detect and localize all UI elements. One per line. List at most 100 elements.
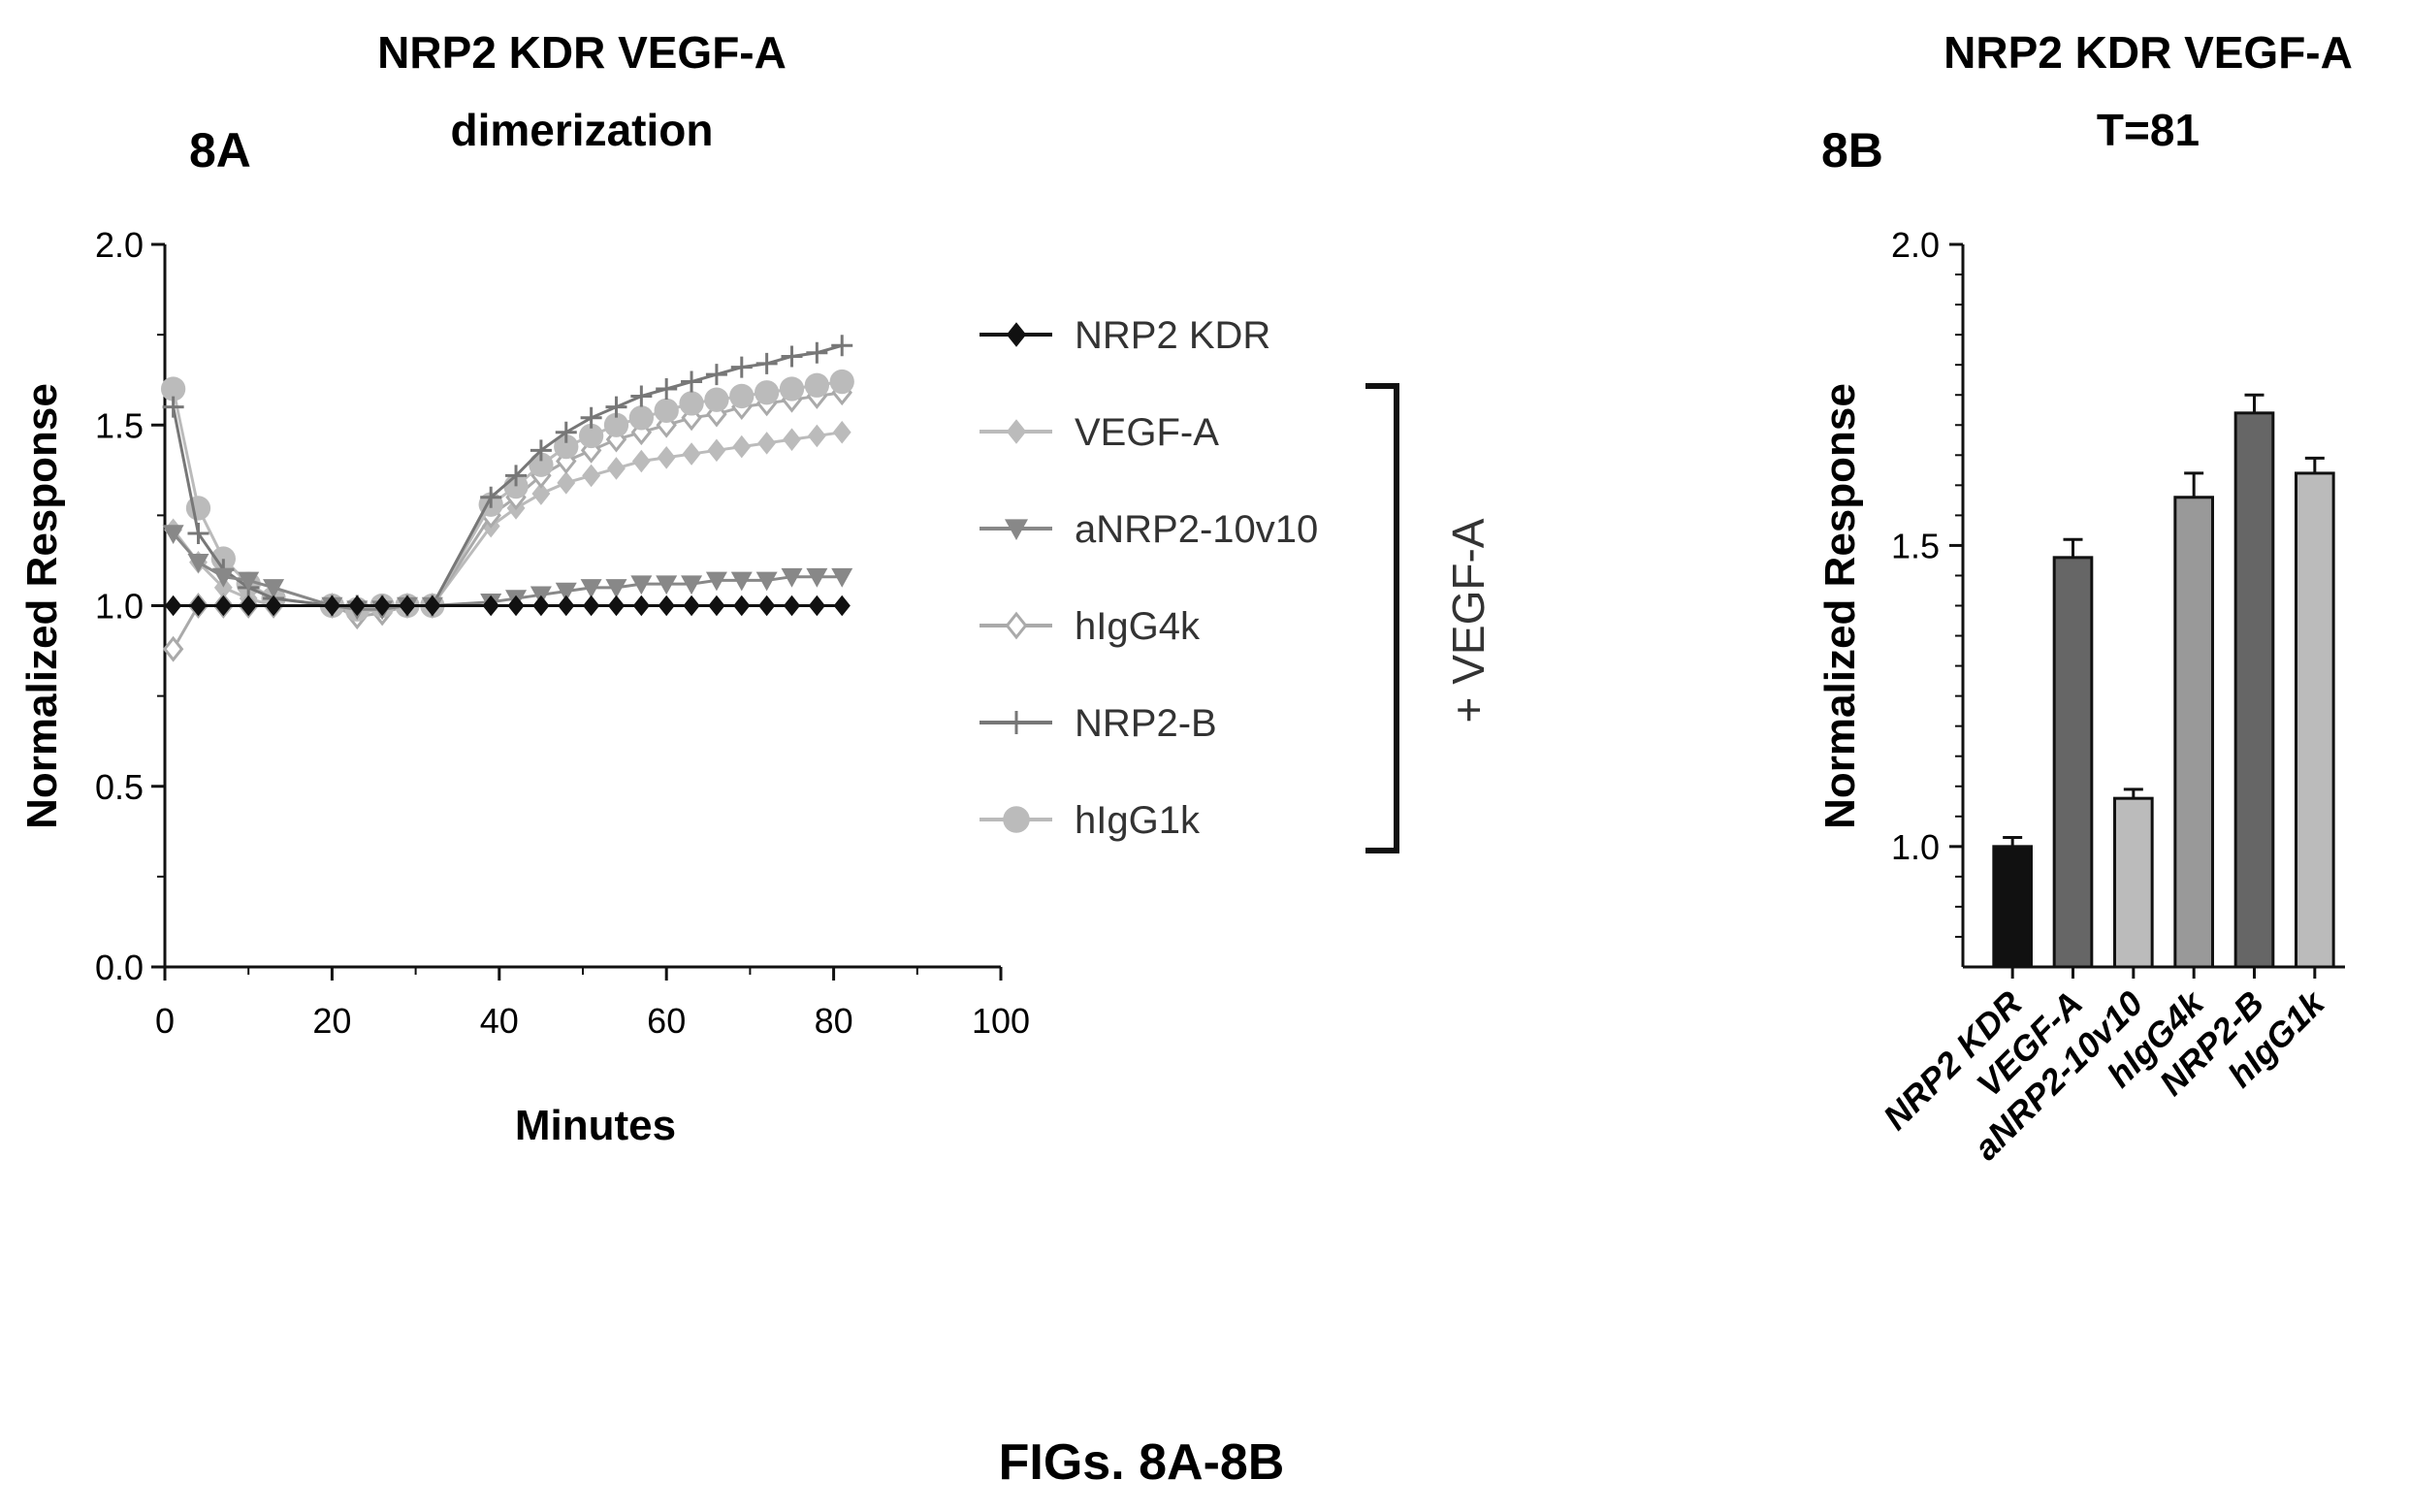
- chart-8a: 0 20 40 60 80 100 0.0 0.5 1.0 1.5 2.0 Minutes Norm…: [18, 225, 1030, 1149]
- legend-label: NRP2-B: [1075, 702, 1217, 745]
- chart-8a-data-point: [632, 595, 650, 617]
- legend-marker: [1006, 322, 1027, 347]
- chart-8b-title-line1: NRP2 KDR VEGF-A: [1943, 27, 2353, 78]
- chart-8a-data-point: [705, 571, 727, 592]
- chart-8b: 1.01.52.0 NRP2 KDRVEGF-AaNRP2-10v10hIgG4…: [1816, 225, 2345, 1168]
- chart-8a-y-label: Normalized Response: [18, 383, 66, 829]
- chart-8a-data-point: [556, 448, 577, 474]
- chart-8a-data-point: [212, 567, 235, 588]
- legend-item-hIgG4k: hIgG4k: [980, 605, 1201, 648]
- chart-8a-data-point: [580, 436, 602, 464]
- chart-8a-data-point: [832, 420, 851, 444]
- bracket-label: + VEGF-A: [1443, 518, 1494, 723]
- chart-8a-data-point: [779, 376, 805, 402]
- chart-8a-data-point: [833, 595, 851, 617]
- panel-label-8a: 8A: [189, 123, 251, 177]
- chart-8a-x-label: Minutes: [515, 1102, 676, 1149]
- chart-8a-data-point: [783, 428, 801, 451]
- chart-8a-data-point: [705, 364, 727, 386]
- chart-8a-data-point: [730, 571, 753, 592]
- chart-8a-data-point: [757, 595, 776, 617]
- chart-8a-data-point: [755, 352, 778, 374]
- chart-8a-y-tick-label: 2.0: [95, 225, 144, 265]
- chart-8a-data-point: [630, 385, 653, 407]
- chart-8a-data-point: [555, 582, 577, 602]
- chart-8a-x-tick-label: 20: [312, 1001, 351, 1041]
- chart-8a-data-point: [804, 372, 830, 398]
- legend-label: hIgG1k: [1075, 799, 1201, 842]
- chart-8a-data-point: [755, 571, 778, 592]
- chart-8a-data-point: [781, 345, 803, 368]
- chart-8a-x-tick-label: 100: [972, 1001, 1030, 1041]
- vegf-bracket: [1365, 383, 1399, 853]
- chart-8a-data-point: [607, 595, 626, 617]
- legend-item-NRP2 KDR: NRP2 KDR: [980, 314, 1270, 357]
- chart-8a-data-point: [348, 595, 366, 617]
- chart-8a-data-point: [187, 523, 209, 544]
- chart-8a-data-point: [189, 595, 208, 617]
- chart-8a-data-point: [808, 595, 826, 617]
- chart-8a-y-tick-label: 1.5: [95, 405, 144, 445]
- chart-8a-data-point: [578, 423, 604, 449]
- chart-8a-data-point: [162, 396, 184, 418]
- chart-8a-data-point: [164, 595, 182, 617]
- chart-8a-data-point: [532, 595, 550, 617]
- chart-8a-data-point: [631, 449, 651, 473]
- chart-8b-bar: [2233, 411, 2275, 969]
- chart-8a-data-point: [238, 571, 260, 592]
- legend-label: VEGF-A: [1075, 411, 1219, 454]
- chart-8b-bar: [2052, 556, 2094, 969]
- chart-8a-data-point: [806, 341, 828, 364]
- chart-8b-bar: [1992, 845, 2033, 969]
- legend-marker: [1006, 419, 1027, 444]
- chart-8b-y-tick-label: 1.0: [1891, 827, 1940, 867]
- chart-8a-data-point: [754, 380, 780, 405]
- chart-8a-y-tick-label: 0.0: [95, 948, 144, 987]
- chart-8a-series-hIgG4k: [162, 379, 852, 662]
- chart-8b-y-label: Normalized Response: [1816, 383, 1864, 829]
- chart-8a-data-point: [555, 421, 577, 443]
- chart-8a-data-point: [657, 445, 676, 469]
- chart-8a-data-point: [806, 567, 828, 588]
- chart-8a-data-point: [531, 482, 551, 505]
- chart-8a-data-point: [829, 369, 854, 395]
- chart-8a-data-point: [210, 546, 236, 571]
- chart-8a-data-point: [530, 439, 552, 462]
- chart-8a-data-point: [605, 396, 627, 418]
- legend-item-NRP2-B: NRP2-B: [980, 702, 1217, 745]
- chart-8a-data-point: [630, 575, 653, 595]
- chart-8b-y-tick-label: 1.5: [1891, 526, 1940, 565]
- legend-item-hIgG1k: hIgG1k: [980, 799, 1201, 842]
- chart-8a-data-point: [729, 383, 755, 409]
- chart-8b-y-tick-label: 2.0: [1891, 225, 1940, 265]
- chart-8a-data-point: [187, 554, 209, 573]
- chart-8a-data-point: [730, 356, 753, 378]
- chart-8a-legend: NRP2 KDR VEGF-A aNRP2-10v10 hIgG4k NRP2-B hIg…: [980, 314, 1318, 842]
- chart-8a-data-point: [582, 595, 600, 617]
- chart-8a-data-point: [505, 465, 528, 487]
- chart-8a-data-point: [831, 567, 853, 588]
- chart-8a-data-point: [708, 595, 725, 617]
- chart-8a-x-tick-label: 60: [647, 1001, 686, 1041]
- chart-8a-data-point: [658, 595, 675, 617]
- chart-8a-data-point: [733, 595, 751, 617]
- legend-item-aNRP2-10v10: aNRP2-10v10: [980, 508, 1318, 551]
- chart-8a-data-point: [757, 432, 777, 455]
- chart-8b-title-line2: T=81: [2097, 105, 2200, 155]
- chart-8a-data-point: [783, 595, 801, 617]
- chart-8a-data-point: [214, 595, 232, 617]
- chart-8a-data-point: [482, 595, 499, 617]
- legend-label: NRP2 KDR: [1075, 314, 1270, 357]
- chart-8a-data-point: [263, 579, 285, 598]
- panel-label-8b: 8B: [1821, 123, 1883, 177]
- chart-8a-data-point: [240, 595, 257, 617]
- chart-8a-data-point: [682, 442, 701, 466]
- legend-label: hIgG4k: [1075, 605, 1201, 648]
- chart-8a-data-point: [265, 595, 282, 617]
- chart-8a-x-tick-label: 0: [155, 1001, 175, 1041]
- chart-8a-x-tick-label: 40: [480, 1001, 519, 1041]
- chart-8a-data-point: [554, 434, 579, 460]
- chart-8a-data-point: [656, 575, 678, 595]
- chart-8a-data-point: [656, 378, 678, 400]
